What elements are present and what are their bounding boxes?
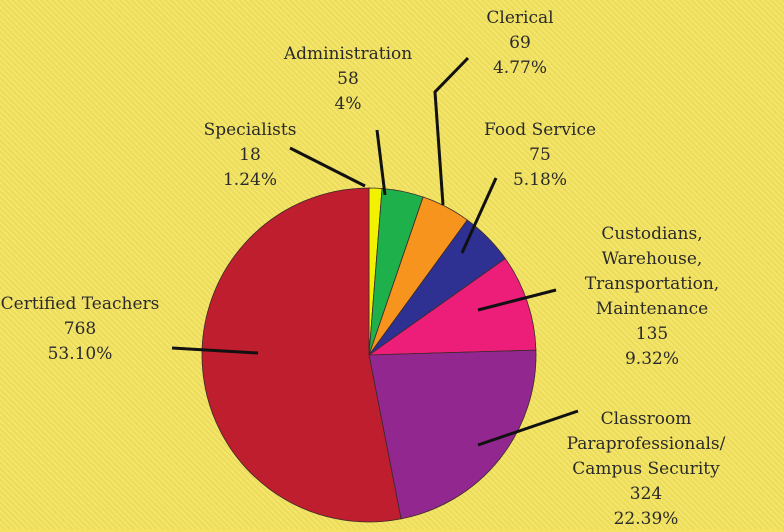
category-name: Clerical: [486, 8, 554, 28]
percent-label: 1.24%: [222, 170, 277, 190]
count-label: 75: [529, 145, 551, 165]
percent-label: 4%: [334, 94, 362, 114]
category-name: Certified Teachers: [0, 294, 160, 314]
leader-line: [477, 288, 557, 312]
percent-label: 9.32%: [624, 349, 679, 369]
leader-line: [171, 346, 259, 355]
slice-label: Food Service 75 5.18%: [484, 118, 596, 193]
percent-label: 53.10%: [47, 344, 113, 364]
count-label: 135: [635, 324, 669, 344]
percent-label: 4.77%: [492, 58, 548, 78]
slice-label: Custodians, Warehouse, Transportation, M…: [585, 222, 719, 372]
count-label: 58: [337, 69, 359, 89]
percent-label: 22.39%: [613, 509, 679, 529]
percent-label: 5.18%: [512, 170, 568, 190]
pie-slice: [367, 258, 537, 356]
leader-line: [460, 177, 498, 254]
slice-label: Clerical 69 4.77%: [486, 6, 553, 81]
count-label: 324: [629, 484, 663, 504]
count-label: 69: [509, 33, 531, 53]
count-label: 18: [239, 145, 261, 165]
slice-label: Specialists 18 1.24%: [204, 118, 297, 193]
category-name: Administration: [283, 44, 413, 64]
leader-line: [375, 129, 387, 196]
leader-line: [433, 56, 470, 206]
pie-slice: [201, 187, 402, 523]
category-name: Specialists: [203, 120, 297, 140]
slice-label: Certified Teachers 768 53.10%: [1, 292, 160, 367]
leader-line: [477, 409, 579, 447]
slice-label: Classroom Paraprofessionals/ Campus Secu…: [567, 407, 726, 532]
category-name: Food Service: [483, 120, 597, 140]
category-name: Classroom Paraprofessionals/ Campus Secu…: [566, 409, 726, 479]
category-name: Custodians, Warehouse, Transportation, M…: [584, 224, 720, 319]
leader-line: [289, 146, 366, 188]
pie-slice: [368, 349, 537, 520]
slice-label: Administration 58 4%: [284, 42, 412, 117]
count-label: 768: [63, 319, 97, 339]
